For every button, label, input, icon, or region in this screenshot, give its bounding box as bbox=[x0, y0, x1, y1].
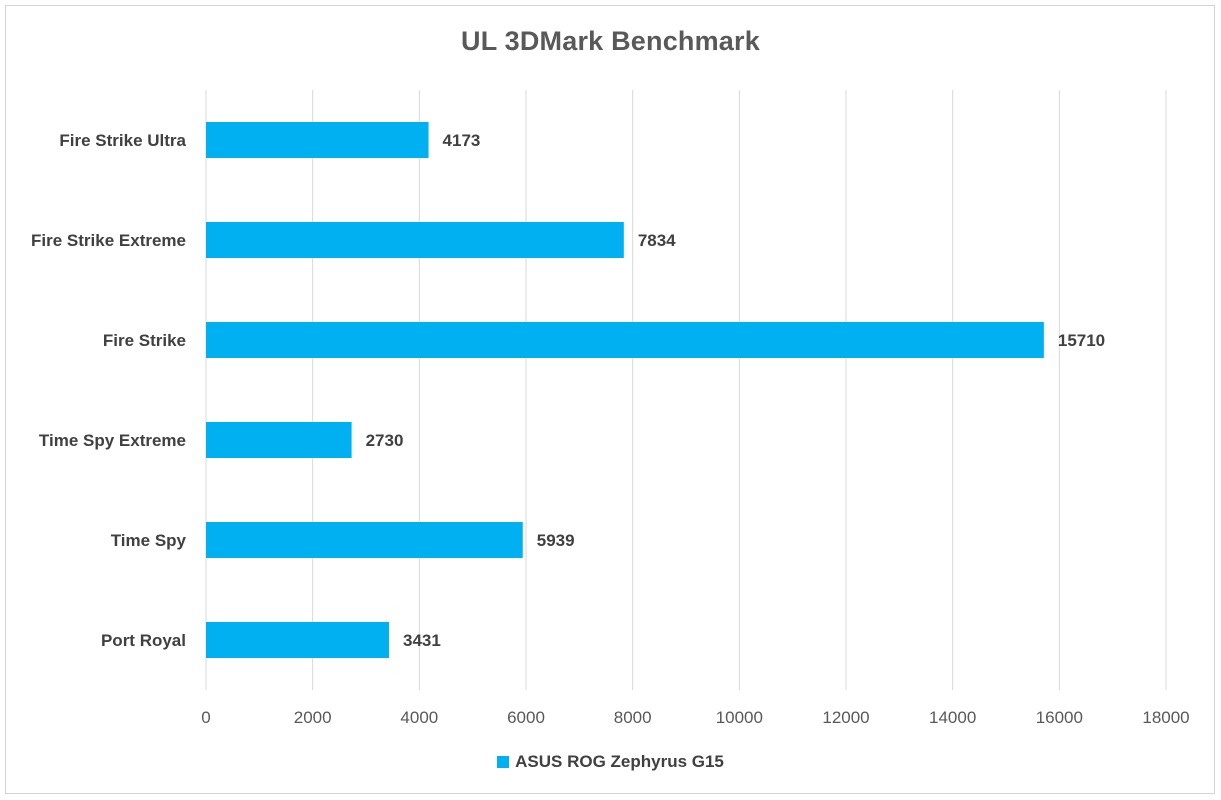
x-tick-label: 12000 bbox=[822, 708, 869, 727]
bar bbox=[206, 422, 352, 458]
category-labels: Fire Strike Ultra Fire Strike Extreme Fire… bbox=[31, 131, 187, 650]
x-tick-label: 6000 bbox=[507, 708, 545, 727]
data-label: 15710 bbox=[1058, 331, 1105, 350]
category-label: Time Spy Extreme bbox=[39, 431, 186, 450]
legend: ASUS ROG Zephyrus G15 bbox=[0, 752, 1221, 772]
x-tick-label: 18000 bbox=[1142, 708, 1189, 727]
x-tick-label: 2000 bbox=[294, 708, 332, 727]
data-label: 3431 bbox=[403, 631, 441, 650]
bar bbox=[206, 222, 624, 258]
data-label: 5939 bbox=[537, 531, 575, 550]
data-label: 7834 bbox=[638, 231, 676, 250]
x-tick-label: 14000 bbox=[929, 708, 976, 727]
data-label: 4173 bbox=[443, 131, 481, 150]
category-label: Port Royal bbox=[101, 631, 186, 650]
bars bbox=[206, 122, 1044, 658]
x-tick-label: 16000 bbox=[1036, 708, 1083, 727]
x-tick-labels: 0 2000 4000 6000 8000 10000 12000 14000 16000 180… bbox=[201, 708, 1189, 727]
legend-label: ASUS ROG Zephyrus G15 bbox=[515, 752, 724, 771]
data-labels: 4173 7834 15710 2730 5939 3431 bbox=[366, 131, 1106, 650]
data-label: 2730 bbox=[366, 431, 404, 450]
chart-title: UL 3DMark Benchmark bbox=[461, 26, 760, 56]
category-label: Time Spy bbox=[111, 531, 187, 550]
bar bbox=[206, 122, 429, 158]
bar bbox=[206, 322, 1044, 358]
category-label: Fire Strike bbox=[103, 331, 186, 350]
x-tick-label: 8000 bbox=[614, 708, 652, 727]
x-tick-label: 4000 bbox=[400, 708, 438, 727]
category-label: Fire Strike Ultra bbox=[59, 131, 186, 150]
category-label: Fire Strike Extreme bbox=[31, 231, 186, 250]
legend-swatch bbox=[497, 756, 510, 768]
bar bbox=[206, 522, 523, 558]
gridlines bbox=[205, 90, 1167, 690]
x-tick-label: 10000 bbox=[716, 708, 763, 727]
x-tick-label: 0 bbox=[201, 708, 210, 727]
bar bbox=[206, 622, 389, 658]
